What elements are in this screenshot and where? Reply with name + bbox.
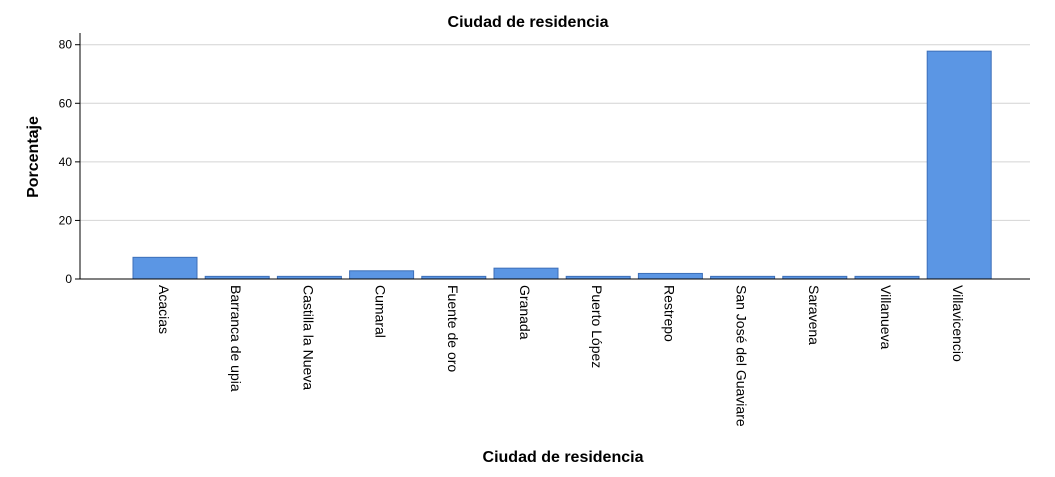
bar: [637, 272, 703, 280]
x-category-label: Acacias: [156, 285, 172, 334]
y-tick-labels: 0 20 40 60 80: [59, 38, 80, 286]
x-category-label: San José del Guaviare: [734, 285, 750, 427]
bar: [493, 267, 559, 280]
x-category-label: Cumaral: [373, 285, 389, 338]
x-category-label: Puerto López: [589, 285, 605, 368]
y-tick-label: 60: [59, 96, 73, 110]
x-category-label: Castilla la Nueva: [300, 285, 316, 390]
x-category-label: Fuente de oro: [445, 285, 461, 372]
x-axis-title: Ciudad de residencia: [483, 449, 644, 466]
bar: [349, 270, 415, 280]
gridlines: [80, 44, 1030, 221]
x-category-label: Villanueva: [878, 285, 894, 350]
y-tick-label: 40: [59, 155, 73, 169]
bar: [926, 50, 992, 280]
bar: [132, 256, 198, 280]
x-category-labels: Acacias Barranca de upia Castilla la Nueva…: [156, 285, 966, 427]
x-category-label: Restrepo: [661, 285, 677, 342]
x-category-label: Granada: [517, 285, 533, 340]
bars: [132, 50, 992, 280]
y-tick-label: 80: [59, 38, 73, 52]
y-axis-title: Porcentaje: [25, 116, 42, 198]
x-category-label: Barranca de upia: [228, 285, 244, 392]
y-tick-label: 0: [65, 272, 72, 286]
chart-title: Ciudad de residencia: [448, 14, 609, 31]
x-category-label: Saravena: [806, 285, 822, 345]
x-category-label: Villavicencio: [950, 285, 966, 362]
y-tick-label: 20: [59, 213, 73, 227]
